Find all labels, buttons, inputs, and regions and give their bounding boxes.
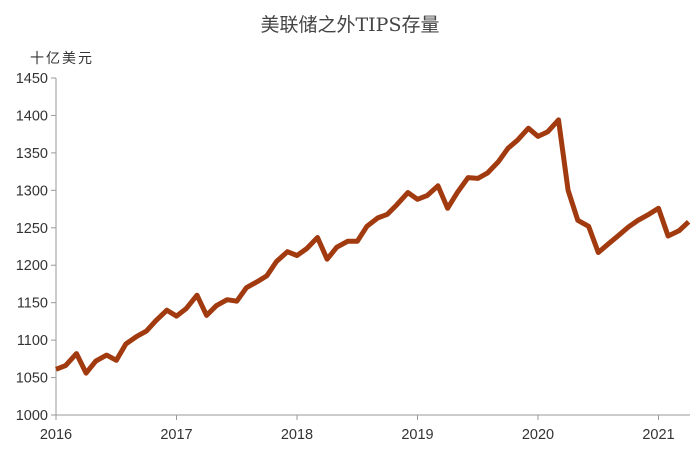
x-tick-label: 2021 xyxy=(642,427,674,443)
y-tick-label: 1450 xyxy=(16,71,48,87)
y-tick-label: 1250 xyxy=(16,221,48,237)
y-axis-unit-label: 十亿美元 xyxy=(30,51,94,67)
y-tick-label: 1150 xyxy=(17,296,48,312)
y-tick-label: 1050 xyxy=(16,371,48,387)
series-line xyxy=(55,117,691,376)
x-tick-label: 2020 xyxy=(522,427,554,443)
y-tick-label: 1300 xyxy=(16,183,48,199)
chart-title: 美联储之外TIPS存量 xyxy=(260,14,440,36)
x-tick-label: 2017 xyxy=(160,427,192,443)
x-tick-label: 2016 xyxy=(40,427,72,443)
y-tick-label: 1400 xyxy=(16,108,48,124)
y-tick-label: 1000 xyxy=(16,408,48,424)
x-tick-label: 2018 xyxy=(281,427,313,443)
y-tick-label: 1200 xyxy=(16,258,48,274)
y-tick-label: 1350 xyxy=(16,146,48,162)
y-tick-label: 1100 xyxy=(17,333,48,349)
x-tick-label: 2019 xyxy=(401,427,433,443)
